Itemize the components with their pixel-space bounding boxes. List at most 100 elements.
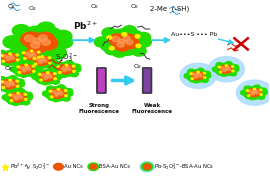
Circle shape: [68, 63, 76, 68]
Circle shape: [42, 70, 50, 75]
Circle shape: [50, 96, 53, 98]
Circle shape: [90, 164, 97, 169]
Circle shape: [0, 51, 20, 65]
Circle shape: [195, 74, 201, 78]
Circle shape: [58, 85, 65, 90]
Circle shape: [38, 53, 46, 58]
Circle shape: [219, 71, 222, 73]
Circle shape: [0, 86, 7, 91]
Circle shape: [46, 72, 49, 74]
Circle shape: [57, 95, 64, 101]
Circle shape: [6, 82, 14, 87]
Circle shape: [48, 95, 56, 100]
Circle shape: [17, 81, 25, 87]
Text: Pb-S$_2$O$_3^{2-}$-BSA-Au NCs: Pb-S$_2$O$_3^{2-}$-BSA-Au NCs: [154, 161, 214, 172]
Circle shape: [31, 53, 38, 59]
Circle shape: [184, 74, 191, 78]
Circle shape: [62, 96, 70, 101]
Circle shape: [65, 64, 68, 66]
Circle shape: [12, 78, 20, 84]
Circle shape: [36, 72, 44, 78]
Circle shape: [25, 92, 32, 98]
Circle shape: [36, 69, 43, 74]
Circle shape: [128, 30, 142, 41]
Circle shape: [117, 42, 124, 47]
Circle shape: [121, 45, 135, 55]
Circle shape: [52, 91, 56, 94]
Circle shape: [22, 99, 30, 105]
Circle shape: [44, 77, 48, 79]
Circle shape: [30, 60, 38, 66]
Circle shape: [25, 35, 34, 42]
Circle shape: [27, 68, 31, 71]
Circle shape: [8, 90, 28, 104]
Circle shape: [42, 91, 50, 96]
Circle shape: [62, 93, 70, 98]
Circle shape: [73, 64, 81, 70]
Circle shape: [197, 72, 204, 77]
Circle shape: [249, 87, 256, 92]
Circle shape: [20, 91, 28, 97]
Circle shape: [204, 71, 210, 76]
Circle shape: [53, 73, 56, 75]
Circle shape: [42, 58, 50, 64]
Circle shape: [7, 56, 11, 59]
Circle shape: [203, 72, 205, 74]
Circle shape: [221, 63, 228, 68]
Circle shape: [67, 68, 71, 71]
Circle shape: [114, 29, 128, 40]
Circle shape: [31, 42, 40, 48]
Circle shape: [15, 96, 19, 98]
Circle shape: [260, 90, 267, 95]
Circle shape: [223, 67, 229, 71]
Circle shape: [56, 92, 59, 94]
Circle shape: [21, 57, 29, 62]
Circle shape: [42, 58, 46, 60]
Circle shape: [44, 74, 51, 79]
Circle shape: [20, 72, 28, 77]
Circle shape: [246, 87, 263, 99]
Circle shape: [53, 92, 62, 98]
Circle shape: [49, 56, 56, 61]
Text: Pb$^{2+}$: Pb$^{2+}$: [73, 20, 98, 32]
Circle shape: [54, 69, 62, 74]
Circle shape: [38, 36, 58, 50]
Circle shape: [24, 65, 33, 71]
Circle shape: [26, 49, 33, 54]
Circle shape: [32, 54, 52, 68]
Circle shape: [0, 80, 6, 85]
Circle shape: [49, 58, 57, 64]
Circle shape: [37, 54, 44, 60]
Circle shape: [52, 96, 60, 102]
Circle shape: [33, 49, 41, 54]
Circle shape: [109, 46, 114, 50]
Circle shape: [16, 45, 33, 57]
Circle shape: [15, 65, 22, 70]
Circle shape: [198, 73, 201, 75]
Circle shape: [64, 67, 67, 70]
Circle shape: [32, 62, 40, 67]
Circle shape: [254, 88, 256, 90]
Circle shape: [51, 76, 59, 81]
Circle shape: [2, 95, 10, 100]
Circle shape: [126, 40, 133, 45]
Circle shape: [59, 72, 61, 73]
Circle shape: [53, 87, 60, 92]
Circle shape: [36, 57, 43, 63]
Text: O$_2$: O$_2$: [4, 64, 14, 73]
Circle shape: [204, 74, 211, 78]
Circle shape: [41, 74, 45, 77]
Circle shape: [225, 65, 227, 66]
Circle shape: [196, 74, 198, 76]
Circle shape: [34, 56, 43, 63]
Circle shape: [38, 61, 42, 64]
Circle shape: [0, 81, 2, 87]
Text: ∿: ∿: [23, 162, 29, 171]
Circle shape: [94, 37, 109, 47]
Circle shape: [70, 71, 78, 77]
Circle shape: [6, 58, 10, 61]
Circle shape: [38, 58, 46, 63]
Circle shape: [49, 47, 66, 59]
Circle shape: [180, 63, 216, 88]
Circle shape: [132, 46, 146, 56]
